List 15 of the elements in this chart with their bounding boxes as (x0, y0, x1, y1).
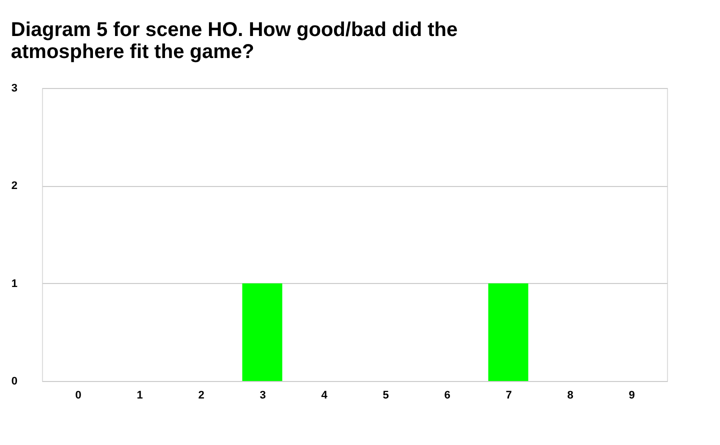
y-tick-label: 1 (11, 278, 18, 290)
x-tick-label: 5 (382, 390, 389, 402)
x-tick-label: 3 (260, 390, 266, 402)
x-tick-label: 8 (567, 390, 574, 402)
y-tick-label: 0 (11, 376, 18, 388)
x-tick-label: 1 (136, 390, 143, 402)
y-tick-label: 3 (11, 82, 18, 94)
x-tick-label: 2 (198, 390, 204, 402)
x-tick-label: 4 (321, 390, 328, 402)
y-tick-label: 2 (11, 180, 18, 192)
chart-title: Diagram 5 for scene HO. How good/bad did the atmosphere fit the game? (10, 19, 458, 63)
x-tick-label: 0 (75, 390, 82, 402)
x-tick-label: 9 (628, 390, 635, 402)
x-tick-label: 6 (444, 390, 450, 402)
x-tick-label: 7 (506, 390, 512, 402)
